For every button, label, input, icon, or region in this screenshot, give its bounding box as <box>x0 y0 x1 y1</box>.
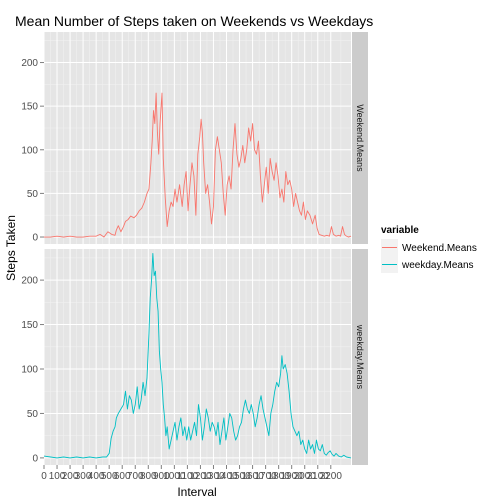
x-tick-label: 300 <box>75 471 92 482</box>
x-tick-label: 600 <box>114 471 131 482</box>
x-tick-label: 1100 <box>177 471 199 482</box>
y-axis-weekday: 0 50 100 150 200 <box>21 276 44 464</box>
x-tick-label: 2100 <box>307 471 330 482</box>
y-axis-label: Steps Taken <box>4 215 18 281</box>
x-tick-label: 800 <box>140 471 157 482</box>
facet-strip-weekend <box>352 32 368 244</box>
facet-strip-weekday <box>352 249 368 465</box>
panel-weekend-series <box>44 92 352 238</box>
panel-weekday-background <box>44 249 351 465</box>
x-tick-label: 1000 <box>163 471 186 482</box>
y-tick-label: 200 <box>21 276 38 287</box>
y-tick-label: 50 <box>27 409 39 420</box>
x-tick-label: 1600 <box>241 471 264 482</box>
x-tick-label: 1300 <box>202 471 225 482</box>
x-tick-label: 1500 <box>228 471 251 482</box>
panel-weekend: Weekend.Means <box>43 32 368 244</box>
panel-weekend-background <box>44 32 351 244</box>
x-tick-label: 1200 <box>189 471 212 482</box>
x-tick-label: 700 <box>127 471 144 482</box>
x-tick-label: 100 <box>49 471 66 482</box>
legend-label-weekend: Weekend.Means <box>402 243 477 254</box>
y-tick-label: 150 <box>21 320 38 331</box>
x-tick-label: 900 <box>153 471 170 482</box>
series-line-weekday <box>43 252 352 459</box>
y-tick-label: 0 <box>32 233 38 244</box>
x-tick-label: 2200 <box>320 471 343 482</box>
x-tick-label: 500 <box>101 471 118 482</box>
x-tick-label: 1700 <box>254 471 277 482</box>
x-tick-label: 200 <box>62 471 79 482</box>
chart-title: Mean Number of Steps taken on Weekends v… <box>15 13 373 29</box>
x-tick-label: 2000 <box>294 471 317 482</box>
panel-weekday-gridlines <box>43 249 351 465</box>
x-tick-label: 400 <box>88 471 105 482</box>
panel-weekday: weekday.Means <box>43 249 368 465</box>
panel-weekday-series <box>43 252 352 459</box>
legend: variable Weekend.Means weekday.Means <box>381 225 477 273</box>
facet-strip-weekend-label: Weekend.Means <box>355 104 365 172</box>
legend-title: variable <box>381 225 419 236</box>
x-tick-label: 0 <box>41 471 47 482</box>
legend-label-weekday: weekday.Means <box>401 260 474 271</box>
x-axis-label: Interval <box>177 485 216 499</box>
y-axis-weekend: 0 50 100 150 200 <box>21 58 44 244</box>
y-tick-label: 50 <box>27 189 39 200</box>
y-tick-label: 150 <box>21 102 38 113</box>
x-axis: 0 100200300400500600700800900100011001200… <box>41 465 342 482</box>
x-tick-label: 1900 <box>281 471 304 482</box>
y-tick-label: 100 <box>21 145 38 156</box>
series-line-weekend <box>44 92 352 238</box>
x-tick-label: 1400 <box>215 471 238 482</box>
y-tick-label: 200 <box>21 58 38 69</box>
x-tick-label: 1800 <box>268 471 291 482</box>
facet-strip-weekday-label: weekday.Means <box>355 324 365 390</box>
y-tick-label: 0 <box>32 453 38 464</box>
y-tick-label: 100 <box>21 365 38 376</box>
